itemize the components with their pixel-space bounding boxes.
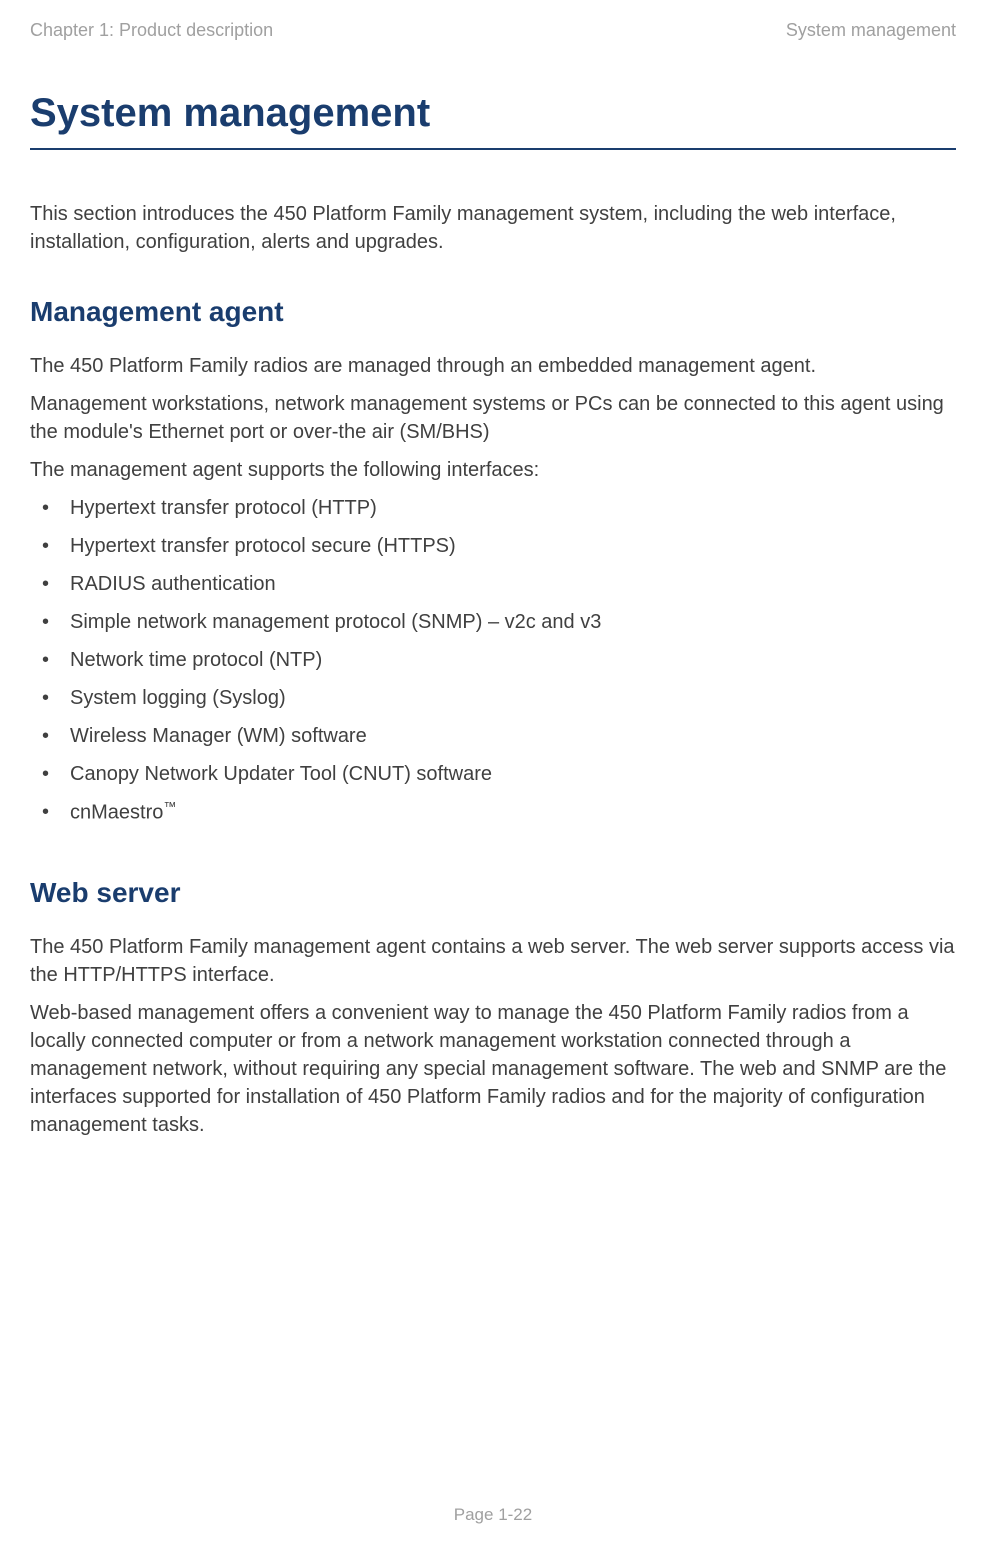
list-item: System logging (Syslog) [30,684,956,712]
list-item-cnmaestro: cnMaestro™ [30,798,956,827]
page-container: Chapter 1: Product description System ma… [0,0,986,1555]
list-item: Simple network management protocol (SNMP… [30,608,956,636]
header-right: System management [786,20,956,41]
section-title-management-agent: Management agent [30,296,956,328]
list-item: RADIUS authentication [30,570,956,598]
trademark-symbol: ™ [163,799,176,814]
management-agent-list-intro: The management agent supports the follow… [30,456,956,484]
web-server-para-1: The 450 Platform Family management agent… [30,933,956,989]
list-item: Wireless Manager (WM) software [30,722,956,750]
page-header: Chapter 1: Product description System ma… [30,20,956,41]
management-agent-para-1: The 450 Platform Family radios are manag… [30,352,956,380]
list-item: Hypertext transfer protocol (HTTP) [30,494,956,522]
management-agent-list: Hypertext transfer protocol (HTTP) Hyper… [30,494,956,837]
section-title-web-server: Web server [30,877,956,909]
section-web-server: Web server The 450 Platform Family manag… [30,877,956,1149]
page-footer: Page 1-22 [0,1505,986,1525]
intro-paragraph: This section introduces the 450 Platform… [30,200,956,256]
list-item: Network time protocol (NTP) [30,646,956,674]
list-item: Canopy Network Updater Tool (CNUT) softw… [30,760,956,788]
management-agent-para-2: Management workstations, network managem… [30,390,956,446]
header-left: Chapter 1: Product description [30,20,273,41]
page-title: System management [30,91,956,150]
list-item-text: cnMaestro [70,802,163,824]
list-item: Hypertext transfer protocol secure (HTTP… [30,532,956,560]
web-server-para-2: Web-based management offers a convenient… [30,999,956,1139]
